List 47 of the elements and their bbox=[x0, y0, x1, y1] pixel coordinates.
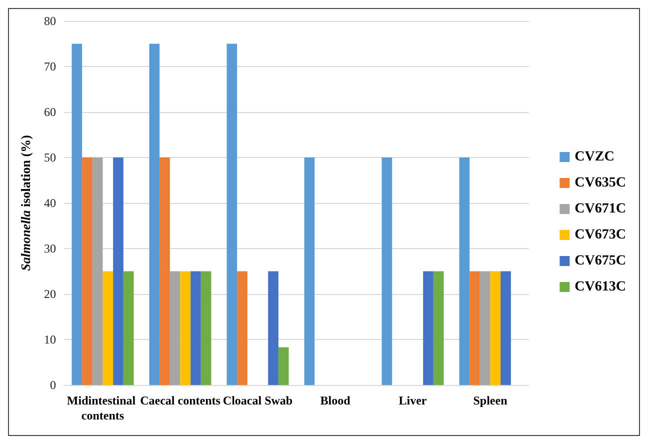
bar bbox=[490, 271, 501, 385]
y-tick-label: 60 bbox=[44, 105, 56, 119]
bar bbox=[278, 347, 289, 385]
bar bbox=[200, 271, 212, 385]
bar bbox=[123, 271, 134, 385]
bar bbox=[72, 44, 82, 385]
x-tick-label: Spleen bbox=[473, 394, 508, 408]
x-tick-label: Caecal contents bbox=[140, 394, 221, 408]
y-tick-label: 20 bbox=[44, 287, 56, 301]
legend-label: CV673C bbox=[574, 228, 626, 242]
bar bbox=[459, 158, 470, 385]
bar bbox=[113, 158, 124, 385]
y-tick-label: 80 bbox=[44, 14, 56, 28]
x-tick-label: Liver bbox=[398, 394, 428, 408]
y-tick-label: 30 bbox=[44, 242, 56, 256]
bar bbox=[237, 271, 248, 385]
bar bbox=[500, 271, 511, 385]
bar bbox=[226, 44, 238, 385]
bar bbox=[92, 158, 103, 385]
bar bbox=[180, 271, 191, 385]
y-tick-label: 50 bbox=[44, 150, 56, 164]
bar bbox=[149, 44, 160, 385]
legend-label: CV675C bbox=[574, 254, 626, 268]
legend-label: CVZC bbox=[574, 150, 614, 164]
legend-label: CV613C bbox=[574, 280, 626, 294]
bar bbox=[102, 271, 114, 385]
bar bbox=[480, 271, 490, 385]
bar bbox=[433, 271, 444, 385]
bar bbox=[470, 271, 480, 385]
bar bbox=[268, 271, 278, 385]
bar bbox=[382, 158, 392, 385]
bar bbox=[190, 271, 201, 385]
x-tick-label: Blood bbox=[320, 394, 351, 408]
bar bbox=[170, 271, 180, 385]
y-tick-label: 0 bbox=[50, 378, 56, 392]
y-tick-label: 10 bbox=[44, 332, 56, 346]
bar bbox=[82, 158, 92, 385]
x-tick-label: Midintestinal contents bbox=[66, 394, 139, 422]
bar bbox=[160, 158, 170, 385]
legend-label: CV671C bbox=[574, 202, 626, 216]
legend-label: CV635C bbox=[574, 176, 626, 190]
y-axis-title: Salmonella isolation (%) bbox=[18, 135, 33, 271]
x-tick-label: Cloacal Swab bbox=[222, 394, 293, 408]
bar bbox=[423, 271, 434, 385]
y-tick-label: 40 bbox=[44, 196, 56, 210]
y-tick-label: 70 bbox=[44, 60, 56, 74]
bar bbox=[304, 158, 315, 385]
